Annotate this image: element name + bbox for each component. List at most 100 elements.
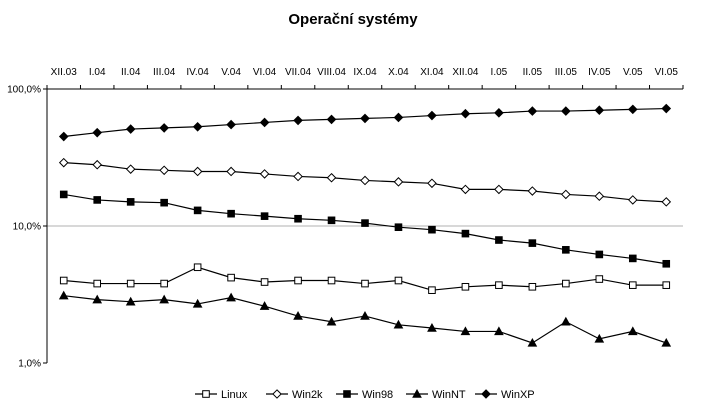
x-tick-label: I.05	[491, 67, 508, 78]
legend-item-winnt: WinNT	[406, 388, 466, 401]
data-point-win98	[562, 246, 570, 254]
data-point-linux	[461, 282, 470, 291]
series-win98	[59, 190, 671, 268]
data-point-win98	[160, 198, 168, 207]
data-point-win98	[428, 225, 436, 234]
legend-marker	[272, 389, 282, 399]
y-tick-label: 100,0%	[7, 85, 41, 96]
data-point-win98	[394, 223, 403, 232]
data-point-winxp	[561, 106, 571, 116]
data-point-win2k	[494, 184, 504, 195]
data-point-winnt	[560, 316, 571, 326]
legend-marker	[202, 390, 210, 398]
legend-item-win2k: Win2k	[266, 389, 323, 401]
legend-marker	[343, 390, 351, 398]
data-point-winxp	[226, 119, 236, 130]
data-point-winnt	[192, 298, 203, 308]
data-point-linux	[227, 273, 235, 282]
data-point-win2k	[527, 186, 538, 196]
data-point-win98	[361, 219, 369, 227]
data-point-win2k	[561, 189, 571, 200]
axes	[43, 85, 684, 364]
data-point-winnt	[627, 326, 638, 336]
data-point-win2k	[360, 175, 370, 186]
x-tick-label: III.04	[153, 67, 176, 78]
data-point-winxp	[192, 121, 203, 132]
data-point-winnt	[427, 322, 437, 332]
series	[58, 103, 672, 347]
data-point-winnt	[661, 337, 672, 347]
grid-lines	[47, 88, 683, 227]
data-point-win2k	[226, 166, 236, 177]
x-tick-label: XII.04	[452, 67, 479, 78]
legend-item-linux: Linux	[195, 389, 248, 401]
data-point-winxp	[494, 108, 504, 118]
x-tick-label: III.05	[555, 67, 578, 78]
data-point-winxp	[159, 123, 169, 133]
data-point-win2k	[58, 157, 69, 168]
data-point-winnt	[92, 294, 103, 304]
legend-label: WinNT	[432, 389, 466, 401]
data-point-win98	[59, 190, 68, 199]
data-point-linux	[126, 279, 135, 288]
x-tick-labels: XII.03 I.04 II.04 III.04 IV.04 V.04 VI.04 VII.0…	[51, 67, 679, 78]
series-winnt	[58, 290, 672, 347]
x-tick-label: VI.05	[655, 67, 679, 78]
data-point-linux	[628, 281, 637, 289]
data-point-winxp	[259, 117, 270, 128]
data-point-win2k	[192, 166, 203, 177]
data-point-win98	[595, 250, 604, 259]
data-point-winxp	[360, 113, 370, 124]
x-tick-label: V.05	[623, 67, 643, 78]
x-tick-label: VI.04	[253, 67, 277, 78]
data-point-winnt	[460, 326, 471, 336]
data-point-win98	[227, 209, 235, 218]
data-point-win2k	[92, 159, 103, 170]
data-point-winxp	[92, 127, 103, 138]
data-point-winnt	[159, 294, 170, 304]
legend-label: Linux	[221, 389, 248, 401]
data-point-linux	[59, 276, 68, 285]
series-linux	[59, 263, 671, 294]
legend-marker	[412, 388, 422, 398]
x-tick-label: II.05	[523, 67, 543, 78]
x-tick-label: II.04	[121, 67, 141, 78]
y-tick-label: 10,0%	[13, 222, 41, 233]
data-point-win98	[193, 206, 202, 215]
x-tick-label: XII.03	[51, 67, 78, 78]
legend-item-win98: Win98	[336, 389, 393, 401]
data-point-linux	[327, 276, 336, 285]
data-point-win98	[93, 196, 102, 204]
y-tick-labels: 100,0% 10,0% 1,0%	[7, 85, 41, 370]
data-point-win98	[662, 259, 671, 268]
data-point-winnt	[527, 337, 538, 347]
data-point-win98	[495, 236, 503, 244]
data-point-winxp	[326, 114, 337, 125]
legend-label: Win98	[362, 389, 393, 401]
data-point-winxp	[125, 124, 136, 134]
data-point-winnt	[494, 326, 504, 336]
legend-item-winxp: WinXP	[475, 389, 535, 401]
data-point-win2k	[259, 169, 270, 179]
y-tick-label: 1,0%	[18, 359, 41, 370]
series-winxp	[58, 103, 672, 142]
data-point-win2k	[627, 195, 638, 205]
data-point-winxp	[627, 104, 638, 115]
x-tick-label: IV.04	[186, 67, 209, 78]
data-point-linux	[294, 276, 302, 285]
series-line-win98	[63, 193, 667, 265]
legend-label: WinXP	[501, 389, 535, 401]
data-point-linux	[193, 263, 202, 272]
data-point-winxp	[427, 110, 437, 121]
data-point-win2k	[159, 165, 169, 176]
data-point-winnt	[360, 311, 370, 320]
data-point-win2k	[326, 172, 337, 183]
data-point-winxp	[527, 106, 538, 116]
data-point-winnt	[393, 319, 404, 329]
data-point-winnt	[293, 311, 303, 320]
x-tick-label: VII.04	[285, 67, 312, 78]
data-point-win98	[327, 216, 336, 225]
data-point-winnt	[259, 301, 270, 310]
data-point-win2k	[594, 191, 605, 202]
data-point-linux	[93, 279, 102, 288]
